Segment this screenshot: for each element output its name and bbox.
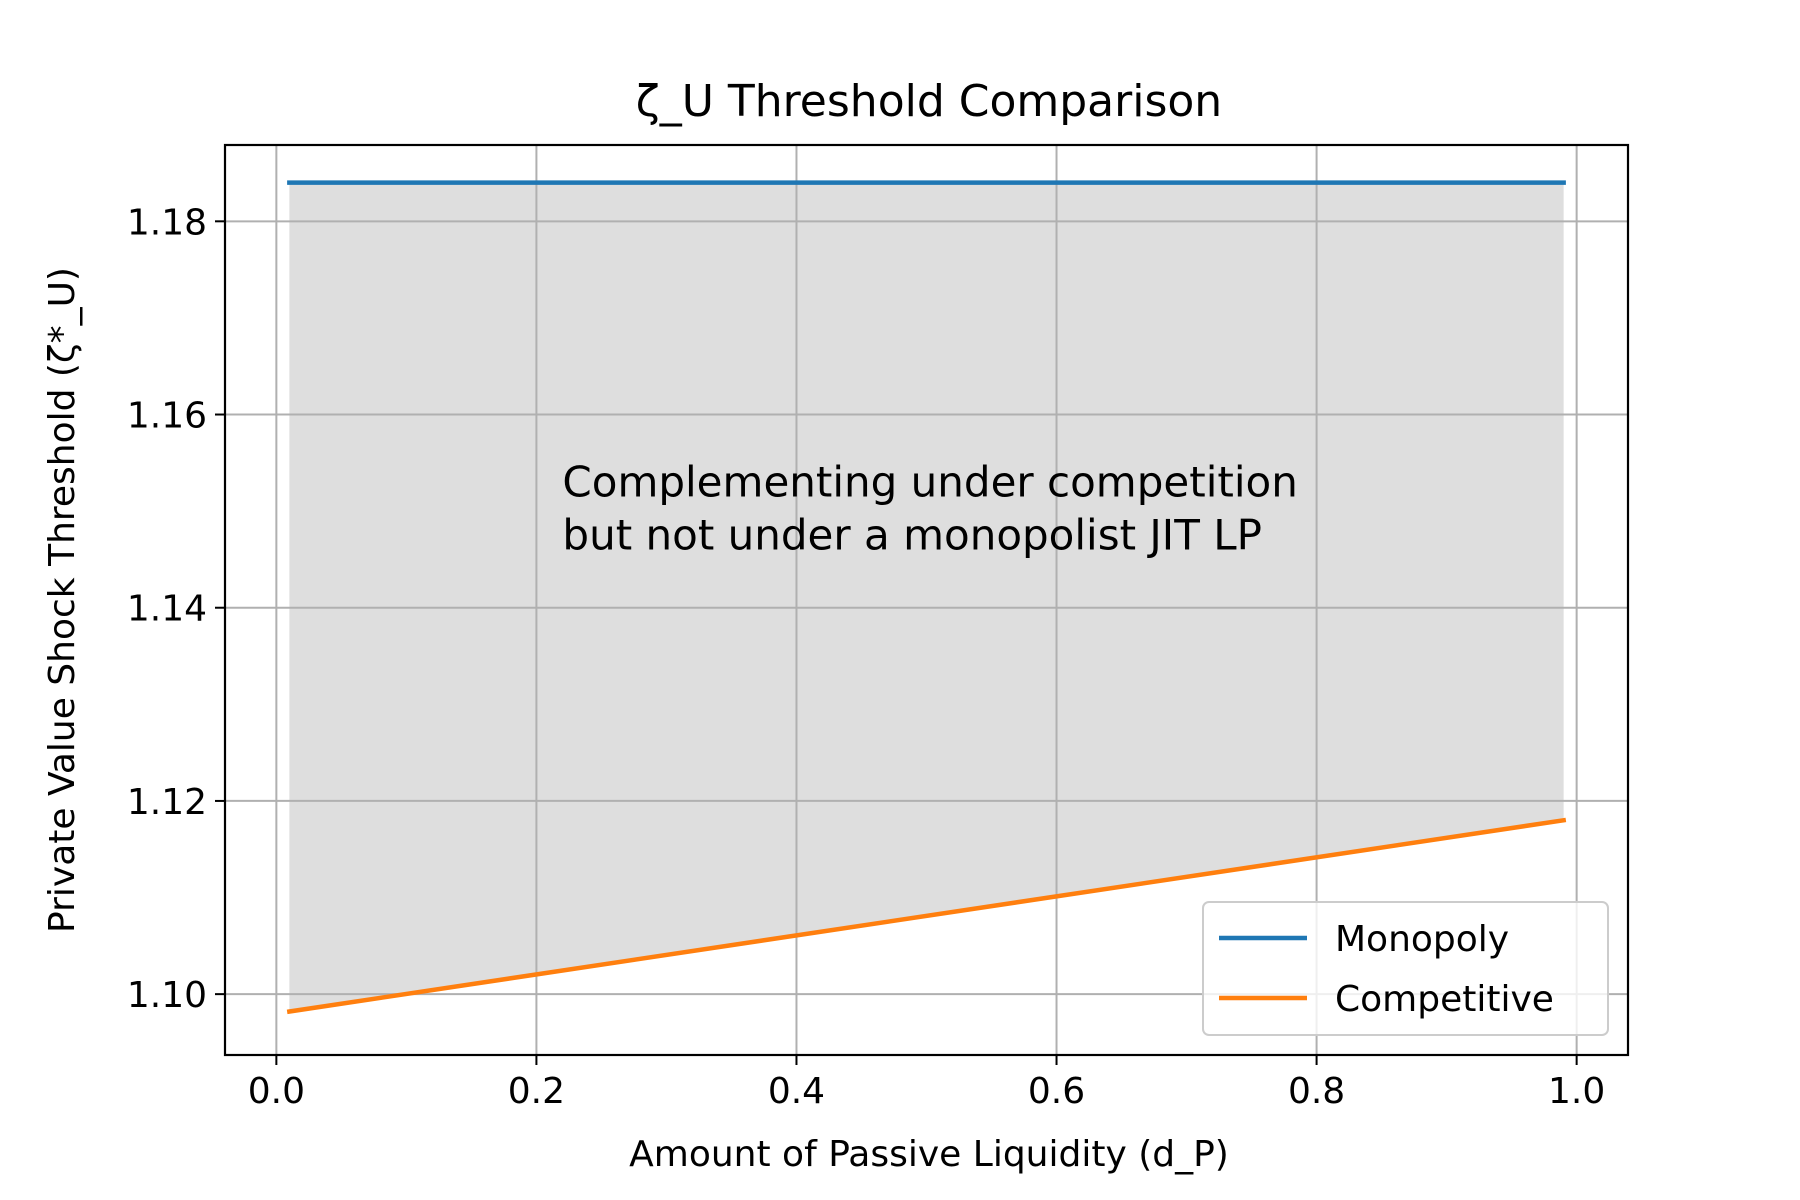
x-tick-label: 0.6 [1028,1071,1085,1112]
y-tick-label: 1.12 [127,782,207,823]
x-tick-label: 0.0 [248,1071,305,1112]
x-tick-label: 1.0 [1548,1071,1605,1112]
legend-label-competitive: Competitive [1335,979,1554,1020]
series-line-competitive [286,817,1567,1015]
legend-label-monopoly: Monopoly [1335,919,1509,960]
legend-box [1202,901,1609,1036]
y-tick-label: 1.14 [127,589,207,630]
y-axis-label: Private Value Shock Threshold (ζ*_U) [42,267,83,933]
y-tick-label: 1.16 [127,396,207,437]
plot-frame [223,143,1630,1057]
x-tick-label: 0.2 [508,1071,565,1112]
chart-title: ζ_U Threshold Comparison [636,76,1222,127]
annotation-text: Complementing under competition [562,458,1297,507]
fill-between-region [289,182,1564,1012]
annotation-text: but not under a monopolist JIT LP [562,511,1262,560]
legend: Monopoly Competitive [1202,901,1609,1036]
x-axis-label: Amount of Passive Liquidity (d_P) [629,1134,1229,1175]
x-tick-label: 0.8 [1288,1071,1345,1112]
y-tick-label: 1.10 [127,975,207,1016]
x-tick-label: 0.4 [768,1071,825,1112]
y-tick-label: 1.18 [127,202,207,243]
